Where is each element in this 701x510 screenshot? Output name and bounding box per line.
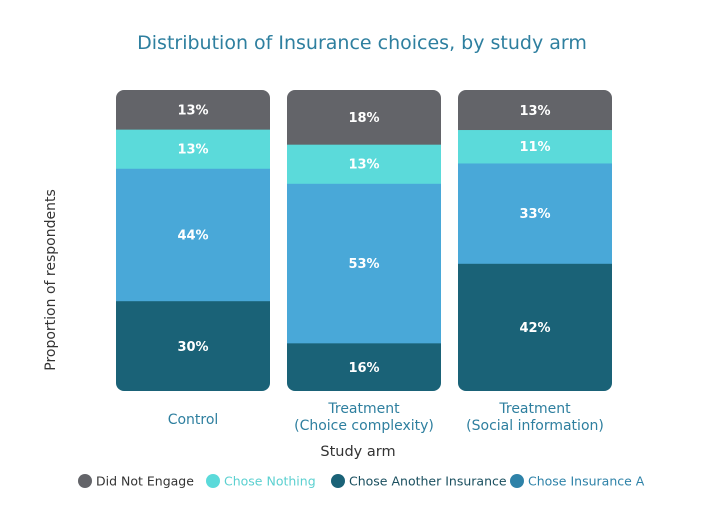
data-label-chose-insurance-a-2: 33%	[519, 207, 550, 222]
data-label-chose-nothing-1: 13%	[348, 158, 379, 173]
bar-segment-chose-another-insurance-0	[116, 300, 270, 391]
data-label-chose-another-insurance-1: 16%	[348, 361, 379, 376]
legend-swatch-chose-another-insurance	[331, 474, 345, 488]
bar-treatment-social-information	[458, 90, 612, 391]
y-axis-label: Proportion of respondents	[43, 189, 59, 370]
data-label-did-not-engage-2: 13%	[519, 104, 550, 119]
bars-group: 30% 44% 13% 13% 16% 53% 13% 18% 42% 33% 11% 13%	[116, 90, 612, 391]
legend-swatch-did-not-engage	[78, 474, 92, 488]
legend-label-chose-insurance-a: Chose Insurance A	[528, 474, 645, 489]
data-label-chose-insurance-a-0: 44%	[177, 228, 208, 243]
category-label-1-line-0: Treatment	[327, 401, 400, 417]
category-label-2-line-1: (Social information)	[466, 418, 604, 434]
bar-segment-chose-nothing-1	[287, 144, 441, 184]
data-label-chose-another-insurance-2: 42%	[519, 321, 550, 336]
legend: Did Not Engage Chose Nothing Chose Another…	[78, 474, 645, 489]
bar-segment-chose-insurance-a-2	[458, 162, 612, 264]
bar-segment-chose-another-insurance-2	[458, 263, 612, 391]
data-label-did-not-engage-0: 13%	[177, 104, 208, 119]
data-label-did-not-engage-1: 18%	[348, 111, 379, 126]
category-label-0-line-0: Control	[168, 412, 219, 428]
bar-segment-chose-another-insurance-1	[287, 342, 441, 391]
category-label-2-line-0: Treatment	[498, 401, 571, 417]
data-label-chose-nothing-2: 11%	[519, 140, 550, 155]
legend-label-chose-another-insurance: Chose Another Insurance	[349, 474, 507, 489]
data-label-chose-insurance-a-1: 53%	[348, 257, 379, 272]
bar-segment-chose-nothing-0	[116, 129, 270, 169]
legend-label-chose-nothing: Chose Nothing	[224, 474, 316, 489]
legend-swatch-chose-nothing	[206, 474, 220, 488]
data-label-chose-nothing-0: 13%	[177, 143, 208, 158]
bar-control	[116, 90, 270, 391]
data-label-chose-another-insurance-0: 30%	[177, 340, 208, 355]
bar-segment-did-not-engage-0	[116, 90, 270, 130]
bar-segment-chose-nothing-2	[458, 129, 612, 164]
bar-segment-chose-insurance-a-1	[287, 183, 441, 344]
legend-label-did-not-engage: Did Not Engage	[96, 474, 194, 489]
category-label-1-line-1: (Choice complexity)	[294, 418, 434, 434]
legend-swatch-chose-insurance-a	[510, 474, 524, 488]
bar-segment-did-not-engage-1	[287, 90, 441, 145]
bar-treatment-choice-complexity	[287, 90, 441, 391]
bar-segment-chose-insurance-a-0	[116, 168, 270, 302]
x-axis-label: Study arm	[320, 444, 395, 460]
bar-segment-did-not-engage-2	[458, 90, 612, 131]
chart-title: Distribution of Insurance choices, by st…	[137, 32, 587, 54]
